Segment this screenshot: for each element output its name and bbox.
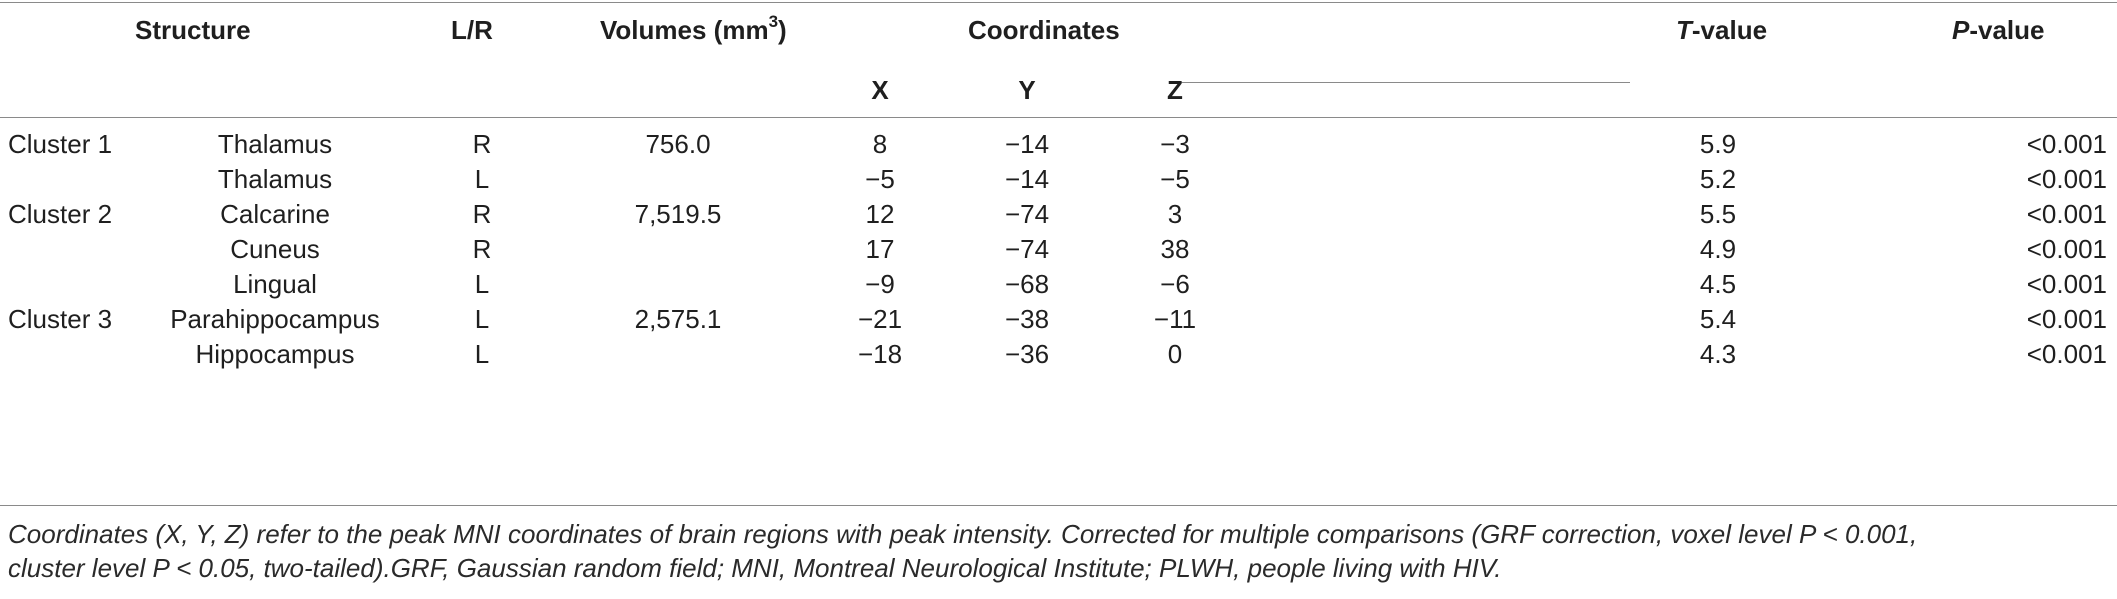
cell-z: 38 bbox=[1160, 234, 1190, 264]
cell-x: −21 bbox=[857, 304, 903, 334]
header-volumes-close: ) bbox=[778, 15, 787, 45]
cell-t: 4.5 bbox=[1699, 269, 1737, 299]
cell-p: <0.001 bbox=[2026, 339, 2107, 369]
header-p-italic: P bbox=[1952, 15, 1970, 45]
header-t-value: T-value bbox=[1676, 15, 1767, 45]
header-lr: L/R bbox=[451, 15, 493, 45]
cell-cluster: Cluster 3 bbox=[8, 304, 113, 334]
cell-lr: L bbox=[474, 304, 490, 334]
cell-p: <0.001 bbox=[2026, 164, 2107, 194]
cell-y: −38 bbox=[1004, 304, 1050, 334]
cell-y: −68 bbox=[1004, 269, 1050, 299]
cell-z: −6 bbox=[1160, 269, 1190, 299]
cell-p: <0.001 bbox=[2026, 234, 2107, 264]
cell-structure: Thalamus bbox=[217, 164, 333, 194]
cell-p: <0.001 bbox=[2026, 199, 2107, 229]
header-bottom-rule bbox=[0, 117, 2117, 118]
cell-y: −14 bbox=[1004, 164, 1050, 194]
cell-t: 5.2 bbox=[1699, 164, 1737, 194]
cell-t: 4.3 bbox=[1699, 339, 1737, 369]
cell-y: −74 bbox=[1004, 234, 1050, 264]
cell-p: <0.001 bbox=[2026, 269, 2107, 299]
table-footnote: Coordinates (X, Y, Z) refer to the peak … bbox=[8, 517, 2108, 585]
cell-cluster: Cluster 2 bbox=[8, 199, 113, 229]
cell-x: 17 bbox=[865, 234, 895, 264]
cell-cluster: Cluster 1 bbox=[8, 129, 113, 159]
header-structure: Structure bbox=[135, 15, 251, 45]
cell-lr: R bbox=[472, 234, 492, 264]
cell-z: 3 bbox=[1167, 199, 1183, 229]
cell-x: −18 bbox=[857, 339, 903, 369]
cell-z: −5 bbox=[1160, 164, 1190, 194]
header-x: X bbox=[871, 75, 889, 105]
header-y: Y bbox=[1018, 75, 1036, 105]
cell-structure: Hippocampus bbox=[195, 339, 355, 369]
header-p-value: P-value bbox=[1952, 15, 2045, 45]
cell-structure: Calcarine bbox=[220, 199, 330, 229]
cell-x: 8 bbox=[872, 129, 888, 159]
cell-lr: L bbox=[474, 269, 490, 299]
cell-t: 5.4 bbox=[1699, 304, 1737, 334]
cell-lr: R bbox=[472, 199, 492, 229]
cell-y: −36 bbox=[1004, 339, 1050, 369]
cell-t: 5.9 bbox=[1699, 129, 1737, 159]
cell-y: −14 bbox=[1004, 129, 1050, 159]
header-volumes: Volumes (mm3) bbox=[600, 12, 787, 45]
header-t-italic: T bbox=[1676, 15, 1692, 45]
footnote-line-1: Coordinates (X, Y, Z) refer to the peak … bbox=[8, 519, 1918, 549]
header-z: Z bbox=[1167, 75, 1183, 105]
footnote-line-2: cluster level P < 0.05, two-tailed).GRF,… bbox=[8, 553, 1502, 583]
cell-lr: R bbox=[472, 129, 492, 159]
cell-volume: 7,519.5 bbox=[634, 199, 722, 229]
cell-volume: 2,575.1 bbox=[634, 304, 722, 334]
cell-p: <0.001 bbox=[2026, 304, 2107, 334]
cell-t: 4.9 bbox=[1699, 234, 1737, 264]
cell-t: 5.5 bbox=[1699, 199, 1737, 229]
cell-lr: L bbox=[474, 339, 490, 369]
table-top-rule bbox=[0, 2, 2117, 3]
cell-structure: Parahippocampus bbox=[170, 304, 380, 334]
table-bottom-rule bbox=[0, 505, 2117, 506]
header-p-rest: -value bbox=[1969, 15, 2045, 45]
cell-structure: Thalamus bbox=[217, 129, 333, 159]
cell-x: −9 bbox=[865, 269, 895, 299]
cell-p: <0.001 bbox=[2026, 129, 2107, 159]
header-t-rest: -value bbox=[1691, 15, 1768, 45]
coordinates-underline bbox=[1172, 82, 1630, 83]
cell-x: −5 bbox=[865, 164, 895, 194]
cell-z: 0 bbox=[1167, 339, 1183, 369]
header-volumes-superscript: 3 bbox=[768, 12, 779, 32]
header-coordinates: Coordinates bbox=[968, 15, 1120, 45]
cell-y: −74 bbox=[1004, 199, 1050, 229]
cell-z: −3 bbox=[1160, 129, 1190, 159]
cell-z: −11 bbox=[1153, 304, 1197, 334]
cell-structure: Lingual bbox=[233, 269, 317, 299]
cell-volume: 756.0 bbox=[645, 129, 711, 159]
cell-structure: Cuneus bbox=[230, 234, 320, 264]
header-volumes-text: Volumes (mm bbox=[600, 15, 769, 45]
cell-lr: L bbox=[474, 164, 490, 194]
cell-x: 12 bbox=[865, 199, 895, 229]
